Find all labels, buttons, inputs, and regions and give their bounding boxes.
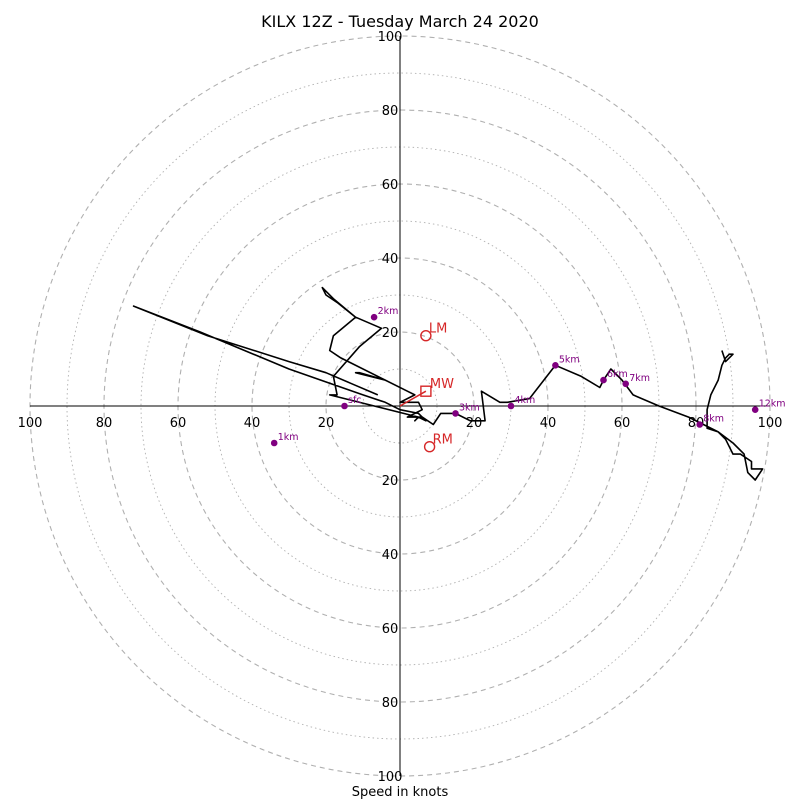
height-marker-sfc <box>341 402 348 410</box>
y-tick-label: 100 <box>378 30 403 45</box>
x-tick-label: 20 <box>466 416 483 431</box>
height-label-7km: 7km <box>629 373 650 384</box>
x-tick-label: 40 <box>244 416 261 431</box>
x-axis-label: Speed in knots <box>352 785 449 800</box>
y-tick-label: 100 <box>378 770 403 785</box>
storm-motion-markers: MW LM RM <box>399 322 454 453</box>
mean-wind-marker <box>420 385 432 397</box>
height-marker-12km <box>751 406 759 414</box>
height-marker-8km <box>696 421 703 428</box>
y-tick-label: 40 <box>382 252 399 267</box>
height-marker-7km <box>622 380 629 388</box>
left-mover-marker <box>420 330 432 342</box>
height-marker-1km <box>270 439 278 447</box>
height-marker-4km <box>507 402 515 410</box>
x-tick-label: 100 <box>18 416 43 431</box>
left-mover-label: LM <box>429 322 447 337</box>
hodograph-trace <box>132 286 764 481</box>
height-label-12km: 12km <box>759 399 786 410</box>
height-label-1km: 1km <box>278 432 299 443</box>
right-mover-marker <box>423 441 436 453</box>
height-label-4km: 4km <box>515 395 536 406</box>
height-label-8km: 8km <box>703 414 724 425</box>
x-tick-label: 60 <box>614 416 631 431</box>
x-tick-label: 100 <box>758 416 783 431</box>
x-tick-label: 40 <box>540 416 557 431</box>
mean-wind-label: MW <box>430 377 454 392</box>
height-label-sfc: sfc <box>348 395 362 406</box>
tick-labels: 100 80 60 40 20 20 40 60 80 100 100 80 60 40 20 20 40 60 8… <box>18 30 783 785</box>
x-tick-label: 80 <box>96 416 113 431</box>
height-label-3km: 3km <box>459 402 480 413</box>
x-tick-label: 20 <box>318 416 335 431</box>
height-markers: sfc 1km 2km 3km 4km 5km 6km 7km 8km 12km <box>270 306 786 447</box>
x-tick-label: 60 <box>170 416 187 431</box>
y-tick-label: 40 <box>382 548 399 563</box>
height-marker-3km <box>452 410 459 417</box>
height-label-5km: 5km <box>559 354 580 365</box>
hodograph-trace-group <box>132 286 764 481</box>
y-tick-label: 80 <box>382 696 399 711</box>
y-tick-label: 20 <box>382 474 399 489</box>
y-tick-label: 60 <box>382 622 399 637</box>
height-marker-5km <box>552 362 559 369</box>
chart-title: KILX 12Z - Tuesday March 24 2020 <box>261 12 539 31</box>
height-label-2km: 2km <box>378 306 399 317</box>
height-marker-2km <box>370 313 378 321</box>
y-tick-label: 20 <box>382 326 399 341</box>
y-tick-label: 80 <box>382 104 399 119</box>
height-marker-6km <box>600 376 607 384</box>
right-mover-label: RM <box>433 433 453 448</box>
y-tick-label: 60 <box>382 178 399 193</box>
height-label-6km: 6km <box>607 369 628 380</box>
